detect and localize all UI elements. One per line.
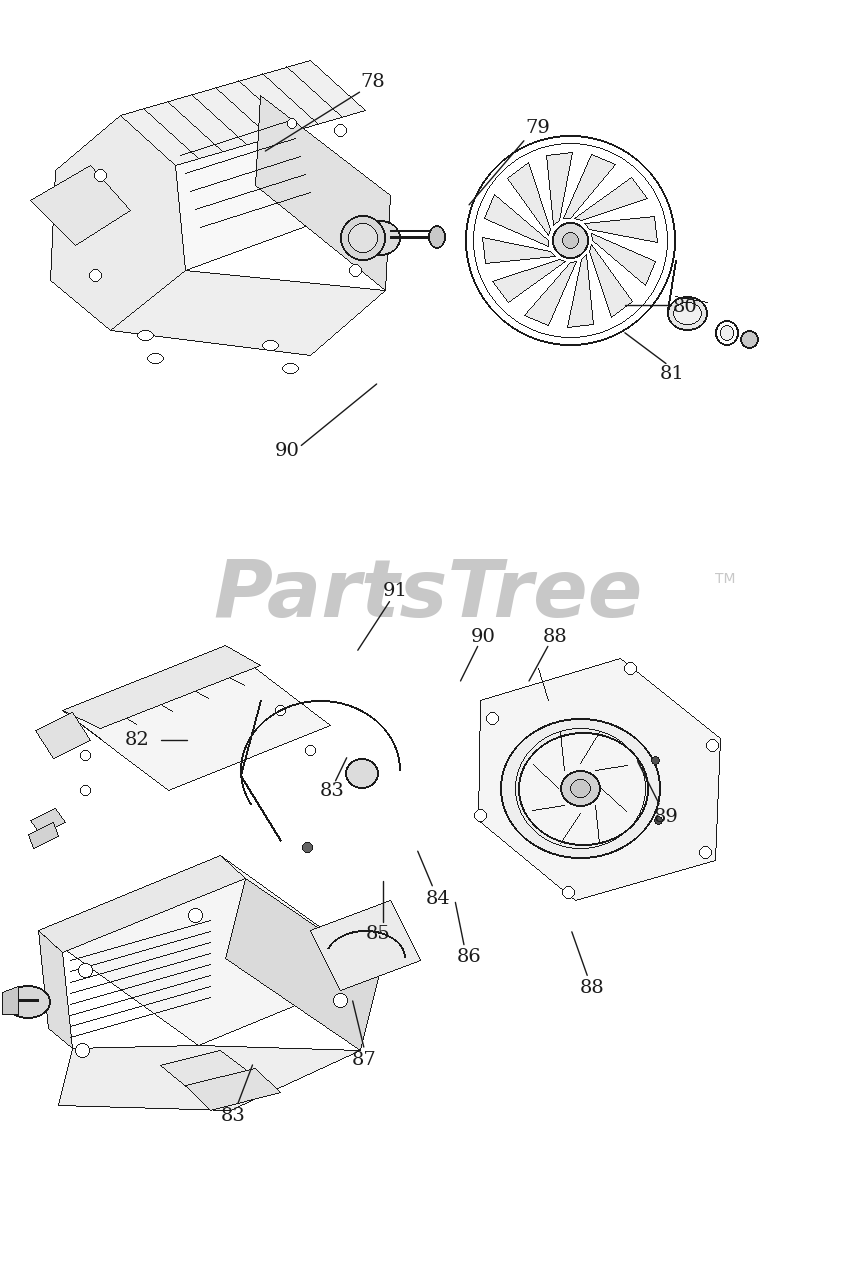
Text: 86: 86 bbox=[457, 948, 481, 966]
Text: 88: 88 bbox=[580, 979, 604, 997]
Text: 81: 81 bbox=[660, 365, 684, 383]
Text: 88: 88 bbox=[543, 628, 567, 646]
Text: PartsTree: PartsTree bbox=[213, 557, 643, 634]
Text: TM: TM bbox=[715, 572, 735, 586]
Text: 90: 90 bbox=[274, 442, 300, 460]
Text: 80: 80 bbox=[673, 298, 697, 316]
Text: 91: 91 bbox=[383, 582, 408, 600]
Text: 78: 78 bbox=[360, 73, 384, 91]
Text: 90: 90 bbox=[471, 628, 496, 646]
Text: 82: 82 bbox=[125, 731, 149, 749]
Text: 83: 83 bbox=[220, 1107, 246, 1125]
Text: 83: 83 bbox=[319, 782, 345, 800]
Text: 85: 85 bbox=[366, 925, 390, 943]
Text: 89: 89 bbox=[653, 808, 679, 826]
Text: 79: 79 bbox=[525, 119, 550, 137]
Text: 84: 84 bbox=[426, 890, 450, 908]
Text: 87: 87 bbox=[352, 1051, 376, 1069]
